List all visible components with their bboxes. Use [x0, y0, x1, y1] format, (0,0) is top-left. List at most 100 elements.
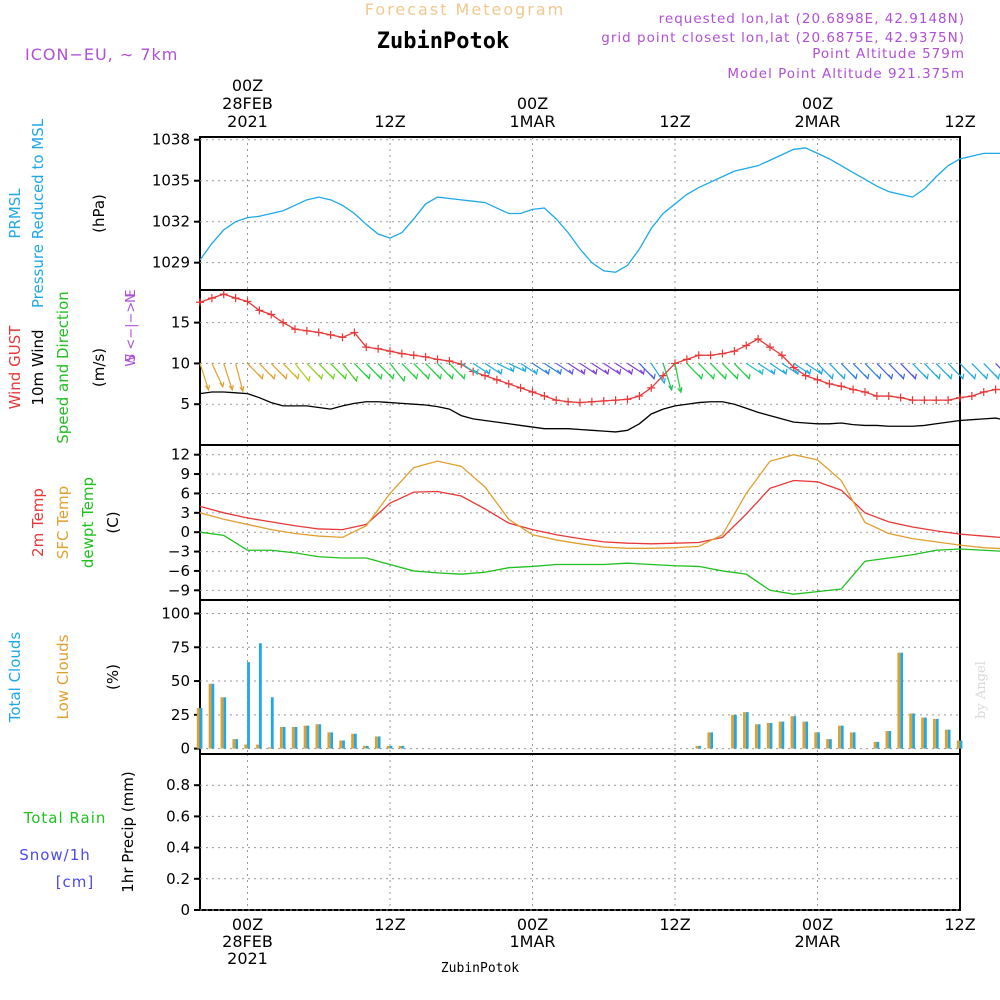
clouds-bar-low-clouds-42 — [695, 745, 699, 749]
wind-marker-25 — [492, 375, 501, 384]
compass-s: S — [124, 354, 139, 362]
wind-arrowhead-16 — [400, 375, 406, 383]
wind-arrow-22 — [460, 362, 478, 375]
clouds-bar-low-clouds-57 — [873, 741, 877, 749]
wind-side-label-0: Wind GUST — [6, 325, 24, 410]
wind-marker-36 — [623, 395, 632, 404]
clouds-bar-total-clouds-14 — [365, 745, 369, 749]
wind-marker-58 — [884, 392, 893, 401]
pressure-side-label-2: (hPa) — [90, 194, 108, 233]
wind-marker-12 — [338, 333, 347, 342]
wind-arrowhead-34 — [616, 368, 622, 376]
wind-arrow-24 — [484, 362, 502, 375]
pressure-side-label-0: PRMSL — [6, 188, 24, 239]
wind-marker-13 — [350, 328, 359, 337]
wind-arrow-0 — [199, 363, 210, 391]
wind-arrowhead-58 — [899, 373, 906, 381]
clouds-ylabel-2: 50 — [171, 672, 190, 690]
wind-marker-65 — [967, 392, 976, 401]
wind-arrow-1 — [211, 363, 224, 388]
clouds-bar-total-clouds-58 — [888, 731, 892, 749]
clouds-ylabel-0: 0 — [180, 740, 190, 758]
clouds-bar-total-clouds-42 — [698, 745, 702, 749]
wind-arrowhead-10 — [329, 373, 336, 381]
wind-arrow-35 — [615, 362, 632, 375]
wind-arrow-31 — [567, 362, 585, 375]
clouds-bar-low-clouds-15 — [374, 736, 378, 749]
wind-arrowhead-48 — [782, 368, 788, 376]
meteogram-title: Forecast Meteogram — [365, 0, 565, 19]
wind-arrowhead-41 — [698, 373, 704, 381]
wind-arrowhead-46 — [758, 368, 764, 376]
temperature-frame — [199, 444, 961, 601]
wind-arrowhead-52 — [828, 373, 834, 381]
clouds-bar-total-clouds-59 — [900, 652, 904, 749]
wind-arrowhead-32 — [592, 368, 598, 376]
clouds-bar-total-clouds-50 — [793, 716, 797, 749]
precip-ylabel-0: 0 — [180, 901, 190, 919]
clouds-bar-total-clouds-43 — [710, 732, 714, 749]
clouds-bar-low-clouds-8 — [291, 726, 295, 749]
wind-marker-32 — [576, 398, 584, 407]
bottom-time-label-4-0: 00Z — [802, 915, 833, 934]
wind-arrowhead-66 — [994, 373, 1000, 381]
pressure-ylabel-3: 1038 — [152, 131, 190, 149]
wind-arrowhead-35 — [628, 368, 634, 376]
wind-arrowhead-18 — [424, 373, 431, 381]
wind-arrowhead-0 — [205, 384, 211, 392]
wind-marker-31 — [564, 397, 573, 406]
wind-marker-1 — [207, 294, 216, 303]
bottom-time-label-5-0: 12Z — [944, 915, 975, 934]
wind-arrowhead-14 — [377, 373, 383, 381]
clouds-bar-low-clouds-7 — [279, 726, 283, 749]
wind-arrowhead-33 — [604, 368, 610, 376]
wind-arrow-2 — [223, 363, 233, 391]
wind-marker-57 — [872, 392, 881, 401]
pressure-ylabel-2: 1035 — [152, 172, 190, 190]
clouds-bar-total-clouds-1 — [211, 683, 215, 749]
bottom-time-label-2-1: 1MAR — [509, 932, 555, 951]
wind-marker-63 — [944, 396, 953, 405]
top-time-label-0-0: 2021 — [227, 112, 268, 131]
wind-marker-44 — [718, 349, 727, 358]
bottom-time-label-0-0: 00Z — [232, 915, 263, 934]
wind-marker-47 — [754, 334, 763, 343]
wind-arrowhead-65 — [983, 373, 989, 381]
pressure-ylabel-0: 1029 — [152, 254, 190, 272]
clouds-bar-low-clouds-54 — [838, 725, 841, 749]
wind-arrowhead-3 — [239, 386, 245, 393]
wind-arrow-25 — [496, 362, 514, 372]
wind-ylabel-1: 10 — [171, 354, 190, 372]
wind-marker-28 — [528, 387, 537, 396]
wind-side-label-3: (m/s) — [90, 348, 108, 387]
precip-ylabel-1: 0.2 — [166, 870, 190, 888]
clouds-bar-total-clouds-47 — [757, 724, 761, 749]
temperature-ylabel-1: −6 — [168, 562, 190, 580]
temperature-ylabel-4: 3 — [180, 504, 190, 522]
wind-marker-30 — [552, 396, 561, 405]
clouds-bar-total-clouds-61 — [923, 717, 927, 749]
compass-n: N — [124, 293, 139, 303]
wind-arrowhead-11 — [341, 373, 347, 381]
temperature-ylabel-2: −3 — [168, 543, 190, 561]
wind-marker-46 — [742, 341, 751, 350]
wind-arrowhead-29 — [556, 368, 562, 376]
clouds-bar-total-clouds-11 — [330, 732, 334, 749]
clouds-bar-total-clouds-45 — [733, 714, 737, 749]
clouds-bar-total-clouds-63 — [947, 729, 951, 749]
station-name: ZubinPotok — [377, 29, 509, 54]
top-time-label-5-0: 12Z — [944, 112, 975, 131]
pressure-side-label-1: Pressure Reduced to MSL — [29, 118, 47, 308]
location-info-1: grid point closest lon,lat (20.6875E, 42… — [601, 30, 965, 46]
wind-arrowhead-57 — [888, 373, 894, 381]
clouds-bar-low-clouds-58 — [885, 731, 889, 749]
clouds-bar-low-clouds-4 — [244, 744, 248, 749]
clouds-side-label-1: Low Clouds — [54, 634, 72, 719]
wind-arrow-36 — [627, 362, 644, 375]
bottom-time-label-3-0: 12Z — [659, 915, 690, 934]
wind-arrowhead-44 — [733, 373, 739, 381]
clouds-bar-low-clouds-64 — [956, 740, 960, 749]
clouds-bar-low-clouds-6 — [268, 747, 271, 749]
wind-arrowhead-20 — [448, 373, 454, 381]
